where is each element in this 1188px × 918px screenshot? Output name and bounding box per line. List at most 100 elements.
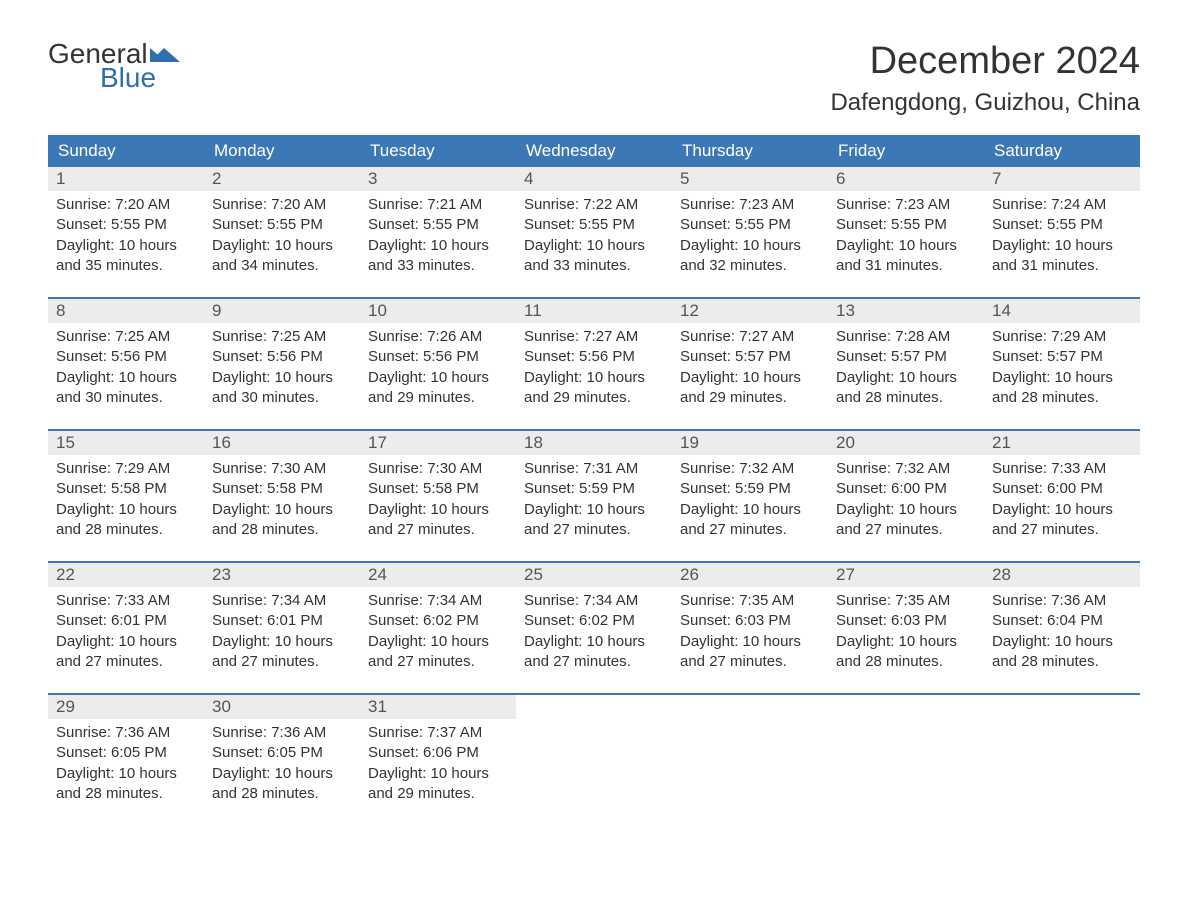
day-body: Sunrise: 7:26 AMSunset: 5:56 PMDaylight:… (360, 323, 516, 418)
day-daylight1: Daylight: 10 hours (212, 368, 352, 388)
calendar-day-cell: 29Sunrise: 7:36 AMSunset: 6:05 PMDayligh… (48, 695, 204, 815)
day-daylight2: and 27 minutes. (368, 652, 508, 672)
day-sunset: Sunset: 6:01 PM (56, 611, 196, 631)
day-sunset: Sunset: 5:57 PM (836, 347, 976, 367)
day-daylight2: and 29 minutes. (368, 784, 508, 804)
calendar-day-cell: 3Sunrise: 7:21 AMSunset: 5:55 PMDaylight… (360, 167, 516, 287)
calendar-day-cell: 10Sunrise: 7:26 AMSunset: 5:56 PMDayligh… (360, 299, 516, 419)
day-daylight2: and 35 minutes. (56, 256, 196, 276)
day-sunrise: Sunrise: 7:36 AM (992, 591, 1132, 611)
day-sunrise: Sunrise: 7:29 AM (56, 459, 196, 479)
day-header-monday: Monday (204, 135, 360, 167)
title-block: December 2024 Dafengdong, Guizhou, China (830, 40, 1140, 117)
day-body: Sunrise: 7:35 AMSunset: 6:03 PMDaylight:… (828, 587, 984, 682)
day-daylight2: and 28 minutes. (992, 652, 1132, 672)
day-sunrise: Sunrise: 7:32 AM (680, 459, 820, 479)
day-daylight1: Daylight: 10 hours (992, 236, 1132, 256)
calendar-day-cell: 13Sunrise: 7:28 AMSunset: 5:57 PMDayligh… (828, 299, 984, 419)
day-sunrise: Sunrise: 7:31 AM (524, 459, 664, 479)
day-number: 15 (48, 431, 204, 455)
day-sunset: Sunset: 6:04 PM (992, 611, 1132, 631)
day-sunset: Sunset: 6:06 PM (368, 743, 508, 763)
day-sunrise: Sunrise: 7:36 AM (212, 723, 352, 743)
day-sunrise: Sunrise: 7:33 AM (56, 591, 196, 611)
calendar-week: 29Sunrise: 7:36 AMSunset: 6:05 PMDayligh… (48, 693, 1140, 815)
day-daylight2: and 28 minutes. (56, 784, 196, 804)
day-daylight2: and 29 minutes. (680, 388, 820, 408)
day-daylight1: Daylight: 10 hours (212, 500, 352, 520)
day-sunrise: Sunrise: 7:30 AM (368, 459, 508, 479)
day-number: 9 (204, 299, 360, 323)
day-daylight2: and 28 minutes. (836, 388, 976, 408)
day-sunset: Sunset: 5:56 PM (212, 347, 352, 367)
day-daylight1: Daylight: 10 hours (368, 500, 508, 520)
day-number: 26 (672, 563, 828, 587)
day-sunset: Sunset: 6:03 PM (836, 611, 976, 631)
day-body: Sunrise: 7:24 AMSunset: 5:55 PMDaylight:… (984, 191, 1140, 286)
day-number: 31 (360, 695, 516, 719)
day-sunrise: Sunrise: 7:35 AM (836, 591, 976, 611)
day-daylight1: Daylight: 10 hours (56, 764, 196, 784)
calendar-day-cell: 8Sunrise: 7:25 AMSunset: 5:56 PMDaylight… (48, 299, 204, 419)
day-daylight1: Daylight: 10 hours (836, 236, 976, 256)
day-number: 11 (516, 299, 672, 323)
day-sunset: Sunset: 5:55 PM (836, 215, 976, 235)
calendar-day-cell (672, 695, 828, 815)
week-gap (48, 287, 1140, 297)
day-daylight2: and 28 minutes. (56, 520, 196, 540)
day-body: Sunrise: 7:20 AMSunset: 5:55 PMDaylight:… (204, 191, 360, 286)
day-sunrise: Sunrise: 7:28 AM (836, 327, 976, 347)
day-sunrise: Sunrise: 7:34 AM (524, 591, 664, 611)
day-sunrise: Sunrise: 7:25 AM (212, 327, 352, 347)
day-number: 19 (672, 431, 828, 455)
day-daylight2: and 27 minutes. (680, 652, 820, 672)
day-sunset: Sunset: 5:56 PM (524, 347, 664, 367)
day-body: Sunrise: 7:22 AMSunset: 5:55 PMDaylight:… (516, 191, 672, 286)
calendar-day-cell: 5Sunrise: 7:23 AMSunset: 5:55 PMDaylight… (672, 167, 828, 287)
day-daylight1: Daylight: 10 hours (56, 236, 196, 256)
day-body: Sunrise: 7:23 AMSunset: 5:55 PMDaylight:… (828, 191, 984, 286)
day-number: 17 (360, 431, 516, 455)
day-sunrise: Sunrise: 7:24 AM (992, 195, 1132, 215)
day-sunset: Sunset: 5:59 PM (680, 479, 820, 499)
day-daylight1: Daylight: 10 hours (56, 500, 196, 520)
day-sunrise: Sunrise: 7:37 AM (368, 723, 508, 743)
day-number: 4 (516, 167, 672, 191)
day-daylight1: Daylight: 10 hours (368, 236, 508, 256)
calendar-day-cell: 11Sunrise: 7:27 AMSunset: 5:56 PMDayligh… (516, 299, 672, 419)
month-title: December 2024 (830, 40, 1140, 83)
day-body: Sunrise: 7:30 AMSunset: 5:58 PMDaylight:… (204, 455, 360, 550)
calendar-day-cell: 25Sunrise: 7:34 AMSunset: 6:02 PMDayligh… (516, 563, 672, 683)
day-daylight1: Daylight: 10 hours (212, 236, 352, 256)
calendar-week: 15Sunrise: 7:29 AMSunset: 5:58 PMDayligh… (48, 429, 1140, 551)
day-sunset: Sunset: 5:59 PM (524, 479, 664, 499)
day-body: Sunrise: 7:25 AMSunset: 5:56 PMDaylight:… (48, 323, 204, 418)
day-daylight2: and 27 minutes. (680, 520, 820, 540)
calendar-day-cell: 14Sunrise: 7:29 AMSunset: 5:57 PMDayligh… (984, 299, 1140, 419)
day-sunrise: Sunrise: 7:22 AM (524, 195, 664, 215)
week-gap (48, 419, 1140, 429)
day-body: Sunrise: 7:34 AMSunset: 6:02 PMDaylight:… (516, 587, 672, 682)
calendar-day-cell: 28Sunrise: 7:36 AMSunset: 6:04 PMDayligh… (984, 563, 1140, 683)
calendar-day-cell: 4Sunrise: 7:22 AMSunset: 5:55 PMDaylight… (516, 167, 672, 287)
calendar-day-cell: 30Sunrise: 7:36 AMSunset: 6:05 PMDayligh… (204, 695, 360, 815)
day-body: Sunrise: 7:32 AMSunset: 5:59 PMDaylight:… (672, 455, 828, 550)
day-number: 2 (204, 167, 360, 191)
day-sunset: Sunset: 5:56 PM (56, 347, 196, 367)
day-body: Sunrise: 7:23 AMSunset: 5:55 PMDaylight:… (672, 191, 828, 286)
day-daylight2: and 33 minutes. (524, 256, 664, 276)
day-number: 18 (516, 431, 672, 455)
calendar-day-cell: 15Sunrise: 7:29 AMSunset: 5:58 PMDayligh… (48, 431, 204, 551)
calendar-day-cell: 20Sunrise: 7:32 AMSunset: 6:00 PMDayligh… (828, 431, 984, 551)
day-daylight1: Daylight: 10 hours (680, 500, 820, 520)
day-number: 24 (360, 563, 516, 587)
day-sunset: Sunset: 5:57 PM (992, 347, 1132, 367)
day-sunrise: Sunrise: 7:26 AM (368, 327, 508, 347)
week-gap (48, 551, 1140, 561)
calendar-day-cell: 7Sunrise: 7:24 AMSunset: 5:55 PMDaylight… (984, 167, 1140, 287)
day-sunrise: Sunrise: 7:36 AM (56, 723, 196, 743)
day-body: Sunrise: 7:34 AMSunset: 6:01 PMDaylight:… (204, 587, 360, 682)
calendar-week: 8Sunrise: 7:25 AMSunset: 5:56 PMDaylight… (48, 297, 1140, 419)
day-daylight1: Daylight: 10 hours (368, 632, 508, 652)
day-number: 7 (984, 167, 1140, 191)
